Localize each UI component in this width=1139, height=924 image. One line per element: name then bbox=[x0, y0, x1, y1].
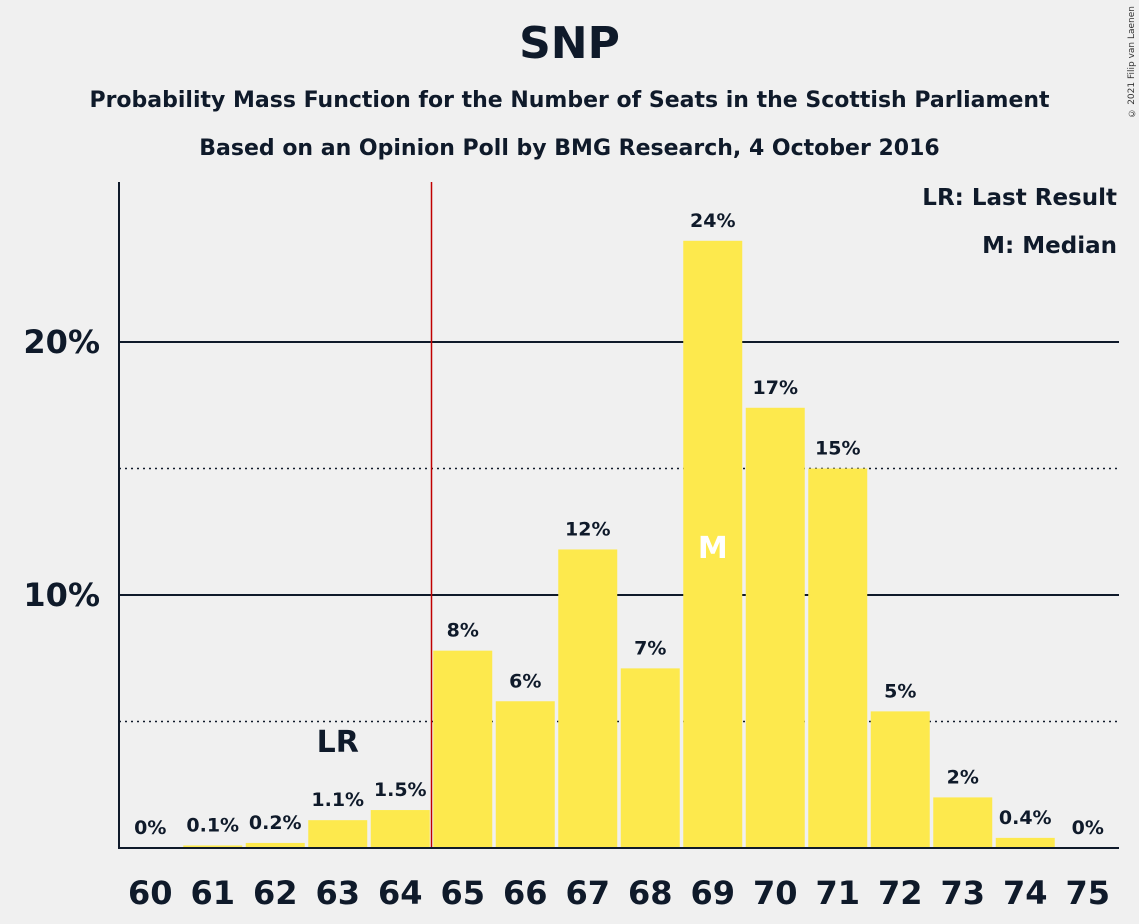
y-tick-label: 10% bbox=[23, 576, 100, 614]
chart-subtitle-line2: Based on an Opinion Poll by BMG Research… bbox=[199, 136, 940, 161]
bar-63 bbox=[308, 820, 368, 848]
bar-value-label: 15% bbox=[815, 438, 860, 460]
bar-68 bbox=[620, 668, 680, 848]
gridlines bbox=[119, 341, 1119, 723]
chart-subtitle-line1: Probability Mass Function for the Number… bbox=[89, 88, 1050, 113]
bar-67 bbox=[558, 549, 618, 848]
bars bbox=[183, 240, 1055, 849]
x-tick-label: 65 bbox=[440, 874, 485, 912]
x-tick-label: 72 bbox=[878, 874, 923, 912]
bar-value-label: 8% bbox=[447, 620, 479, 642]
bar-69 bbox=[683, 240, 743, 849]
bar-65 bbox=[433, 650, 493, 848]
median-label: M bbox=[698, 531, 728, 566]
bar-value-label: 0.2% bbox=[249, 812, 302, 834]
legend-last-result: LR: Last Result bbox=[922, 185, 1117, 211]
bar-value-label: 1.5% bbox=[374, 779, 427, 801]
bar-72 bbox=[870, 711, 930, 848]
x-tick-label: 75 bbox=[1065, 874, 1110, 912]
x-tick-label: 64 bbox=[378, 874, 423, 912]
bar-73 bbox=[933, 797, 993, 848]
axes: 10% 20% 60 61 62 63 64 65 66 67 68 69 70 71 72 73 74 75 bbox=[23, 182, 1119, 912]
bar-value-label: 7% bbox=[634, 637, 666, 659]
bar-value-label: 0% bbox=[1072, 817, 1104, 839]
x-tick-label: 66 bbox=[503, 874, 548, 912]
bar-64 bbox=[370, 810, 430, 848]
x-tick-label: 69 bbox=[690, 874, 735, 912]
legend-median: M: Median bbox=[982, 233, 1117, 259]
x-tick-label: 74 bbox=[1003, 874, 1048, 912]
x-tick-label: 63 bbox=[315, 874, 360, 912]
bar-71 bbox=[808, 468, 868, 848]
bar-62 bbox=[245, 842, 305, 848]
bar-70 bbox=[745, 407, 805, 848]
bar-value-labels: 0% 0.1% 0.2% 1.1% 1.5% 8% 6% 12% 7% 24% 17% 15% 5% 2%… bbox=[134, 210, 1104, 839]
bar-66 bbox=[495, 701, 555, 848]
bar-value-label: 0% bbox=[134, 817, 166, 839]
bar-value-label: 17% bbox=[753, 377, 798, 399]
x-tick-label: 70 bbox=[753, 874, 798, 912]
x-tick-label: 73 bbox=[940, 874, 985, 912]
bar-value-label: 6% bbox=[509, 670, 541, 692]
chart-title: SNP bbox=[519, 18, 620, 69]
bar-value-label: 0.4% bbox=[999, 807, 1052, 829]
bar-value-label: 1.1% bbox=[311, 789, 364, 811]
x-tick-label: 61 bbox=[190, 874, 235, 912]
bar-value-label: 24% bbox=[690, 210, 735, 232]
bar-value-label: 5% bbox=[884, 680, 916, 702]
y-tick-label: 20% bbox=[23, 323, 100, 361]
x-tick-label: 60 bbox=[128, 874, 173, 912]
bar-61 bbox=[183, 845, 243, 848]
bar-value-label: 12% bbox=[565, 518, 610, 540]
bar-value-label: 2% bbox=[947, 766, 979, 788]
x-tick-label: 71 bbox=[815, 874, 860, 912]
bar-value-label: 0.1% bbox=[186, 814, 239, 836]
x-tick-label: 62 bbox=[253, 874, 298, 912]
bar-74 bbox=[995, 837, 1055, 848]
last-result-label: LR bbox=[317, 725, 359, 760]
x-tick-label: 68 bbox=[628, 874, 673, 912]
x-tick-label: 67 bbox=[565, 874, 610, 912]
